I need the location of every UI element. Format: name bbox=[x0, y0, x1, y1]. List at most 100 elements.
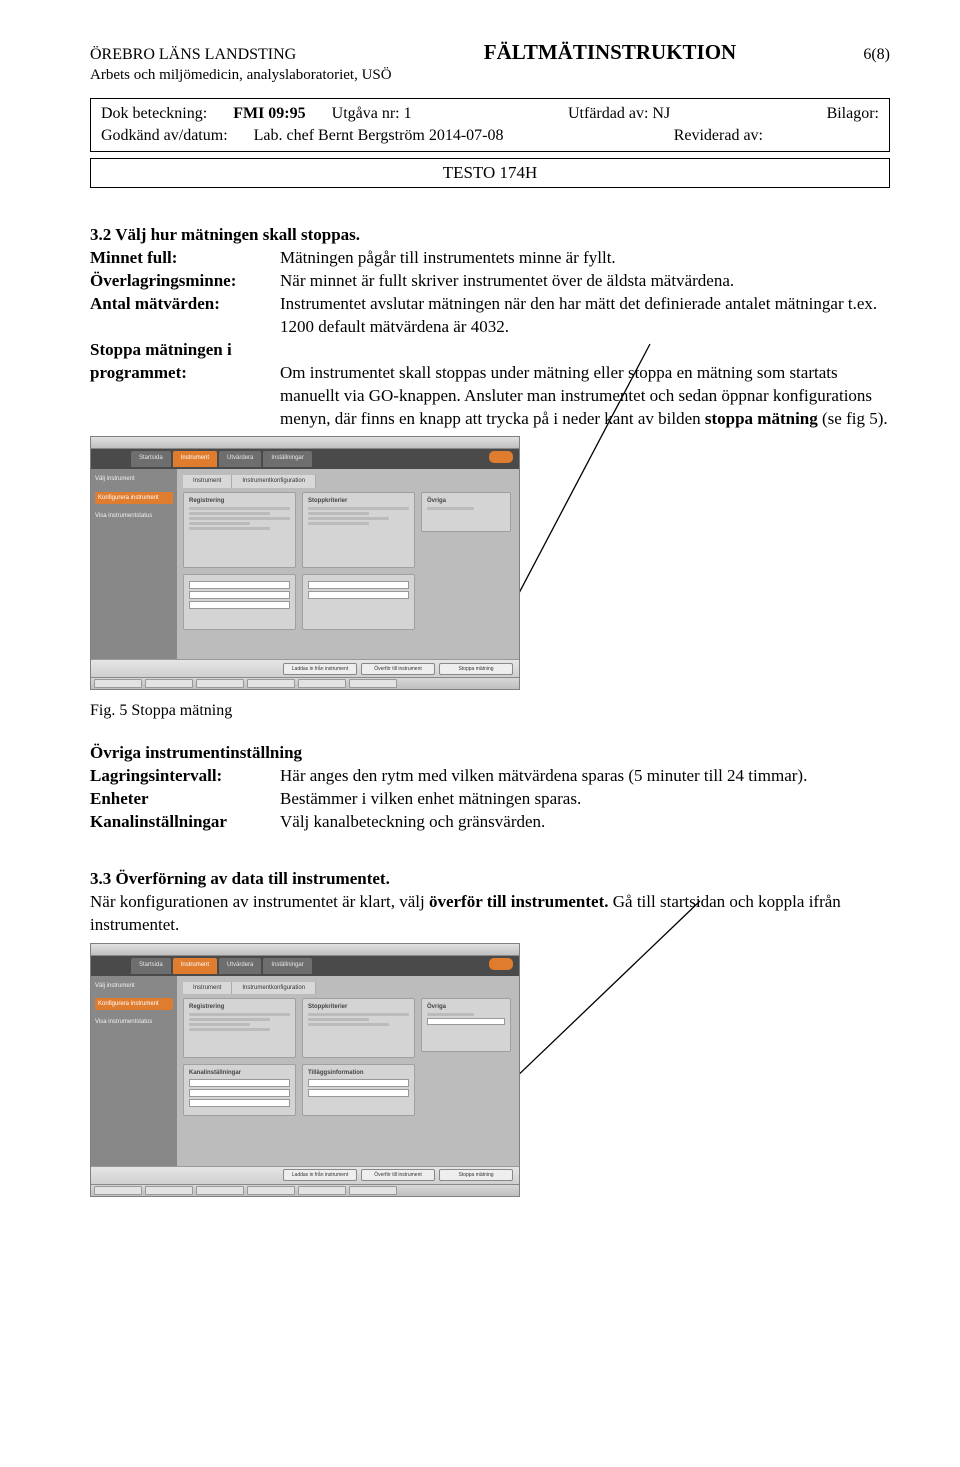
stop-measurement-button[interactable]: Stoppa mätning bbox=[439, 1169, 513, 1181]
panel-extra-2 bbox=[302, 574, 415, 630]
utfardad: Utfärdad av: NJ bbox=[568, 105, 670, 123]
config-input[interactable] bbox=[189, 591, 290, 599]
config-input[interactable] bbox=[427, 1018, 505, 1025]
app-toolbar: Startsida Instrument Utvärdera Inställni… bbox=[91, 449, 519, 469]
app-main: Instrument Instrumentkonfiguration Regis… bbox=[177, 469, 519, 659]
panel-kanal: Kanalinställningar bbox=[183, 1064, 296, 1116]
transfer-to-instrument-button[interactable]: Överför till instrument bbox=[361, 1169, 435, 1181]
definition-list-ovriga: Lagringsintervall: Här anges den rytm me… bbox=[90, 765, 890, 834]
config-input[interactable] bbox=[308, 581, 409, 589]
meta-box-bottom: Godkänd av/datum: Lab. chef Bernt Bergst… bbox=[90, 125, 890, 152]
taskbar-item[interactable] bbox=[298, 1186, 346, 1195]
testo-logo-icon bbox=[489, 958, 513, 970]
dok-label: Dok beteckning: bbox=[101, 105, 207, 123]
utgava: Utgåva nr: 1 bbox=[332, 105, 412, 123]
taskbar-item[interactable] bbox=[145, 679, 193, 688]
panel-tillagg: Tilläggsinformation bbox=[302, 1064, 415, 1116]
app-sidebar: Välj instrument Konfigurera instrument V… bbox=[91, 469, 177, 659]
panel-header-registrering: Registrering bbox=[189, 1003, 290, 1011]
panel-registrering: Registrering bbox=[183, 998, 296, 1058]
panel-header-registrering: Registrering bbox=[189, 497, 290, 505]
tab-instrument[interactable]: Instrument bbox=[173, 958, 217, 974]
app-sidebar: Välj instrument Konfigurera instrument V… bbox=[91, 976, 177, 1166]
panel-header-ovriga: Övriga bbox=[427, 497, 505, 505]
ovriga-heading: Övriga instrumentinställning bbox=[90, 742, 890, 765]
sidebar-item-konfigurera[interactable]: Konfigurera instrument bbox=[95, 492, 173, 504]
figure-6-wrap: Startsida Instrument Utvärdera Inställni… bbox=[90, 943, 520, 1197]
config-input[interactable] bbox=[308, 1089, 409, 1097]
tab-instrument[interactable]: Instrument bbox=[173, 451, 217, 467]
term-kanal: Kanalinställningar bbox=[90, 811, 280, 834]
desc-overlagring: När minnet är fullt skriver instrumentet… bbox=[280, 270, 890, 293]
definition-list-3-2: Minnet full: Mätningen pågår till instru… bbox=[90, 247, 890, 431]
taskbar-item[interactable] bbox=[349, 679, 397, 688]
taskbar-item[interactable] bbox=[298, 679, 346, 688]
tab-utvardera[interactable]: Utvärdera bbox=[219, 451, 261, 467]
crumb-instrument[interactable]: Instrument bbox=[183, 475, 232, 487]
panel-extra-1 bbox=[183, 574, 296, 630]
transfer-to-instrument-button[interactable]: Överför till instrument bbox=[361, 663, 435, 675]
term-enheter: Enheter bbox=[90, 788, 280, 811]
taskbar-item[interactable] bbox=[196, 1186, 244, 1195]
panel-header-stoppkriterier: Stoppkriterier bbox=[308, 1003, 409, 1011]
term-overlagring: Överlagringsminne: bbox=[90, 270, 280, 293]
testo-logo-icon bbox=[489, 451, 513, 463]
tab-startsida[interactable]: Startsida bbox=[131, 958, 171, 974]
load-from-instrument-button[interactable]: Laddas in från instrument bbox=[283, 663, 357, 675]
taskbar-item[interactable] bbox=[196, 679, 244, 688]
config-input[interactable] bbox=[189, 601, 290, 609]
section-3-3-heading: 3.3 Överförning av data till instrumente… bbox=[90, 868, 890, 891]
breadcrumb: Instrument Instrumentkonfiguration bbox=[183, 475, 511, 487]
app-bottombar: Laddas in från instrument Överför till i… bbox=[91, 659, 519, 677]
taskbar-item[interactable] bbox=[94, 679, 142, 688]
bilagor: Bilagor: bbox=[827, 105, 879, 123]
panel-header-stoppkriterier: Stoppkriterier bbox=[308, 497, 409, 505]
stop-measurement-button[interactable]: Stoppa mätning bbox=[439, 663, 513, 675]
panel-ovriga: Övriga bbox=[421, 492, 511, 532]
load-from-instrument-button[interactable]: Laddas in från instrument bbox=[283, 1169, 357, 1181]
tab-installningar[interactable]: Inställningar bbox=[263, 958, 311, 974]
crumb-instrument[interactable]: Instrument bbox=[183, 982, 232, 994]
taskbar-item[interactable] bbox=[145, 1186, 193, 1195]
dok-value: FMI 09:95 bbox=[233, 105, 305, 123]
sidebar-item-konfigurera[interactable]: Konfigurera instrument bbox=[95, 998, 173, 1010]
config-input[interactable] bbox=[189, 1079, 290, 1087]
config-input[interactable] bbox=[189, 1099, 290, 1107]
term-minnet-full: Minnet full: bbox=[90, 247, 280, 270]
desc-enheter: Bestämmer i vilken enhet mätningen spara… bbox=[280, 788, 890, 811]
sidebar-item-status[interactable]: Visa instrumentstatus bbox=[95, 512, 173, 520]
doc-title: TESTO 174H bbox=[90, 158, 890, 188]
term-stoppa-2: programmet: bbox=[90, 362, 280, 385]
config-input[interactable] bbox=[189, 1089, 290, 1097]
config-input[interactable] bbox=[189, 581, 290, 589]
panel-stoppkriterier: Stoppkriterier bbox=[302, 492, 415, 568]
term-lagring: Lagringsintervall: bbox=[90, 765, 280, 788]
panel-header-kanal: Kanalinställningar bbox=[189, 1069, 290, 1077]
tab-utvardera[interactable]: Utvärdera bbox=[219, 958, 261, 974]
taskbar-item[interactable] bbox=[247, 1186, 295, 1195]
app-bottombar: Laddas in från instrument Överför till i… bbox=[91, 1166, 519, 1184]
desc-stoppa: Om instrumentet skall stoppas under mätn… bbox=[280, 362, 890, 431]
breadcrumb: Instrument Instrumentkonfiguration bbox=[183, 982, 511, 994]
term-antal: Antal mätvärden: bbox=[90, 293, 280, 316]
sidebar-item-status[interactable]: Visa instrumentstatus bbox=[95, 1018, 173, 1026]
window-titlebar bbox=[91, 944, 519, 956]
taskbar-item[interactable] bbox=[349, 1186, 397, 1195]
crumb-konfig[interactable]: Instrumentkonfiguration bbox=[232, 982, 316, 994]
tab-startsida[interactable]: Startsida bbox=[131, 451, 171, 467]
os-taskbar bbox=[91, 677, 519, 689]
department: Arbets och miljömedicin, analyslaborator… bbox=[90, 67, 890, 84]
figure-5-screenshot: Startsida Instrument Utvärdera Inställni… bbox=[90, 436, 520, 690]
app-toolbar: Startsida Instrument Utvärdera Inställni… bbox=[91, 956, 519, 976]
doc-header: ÖREBRO LÄNS LANDSTING FÄLTMÄTINSTRUKTION… bbox=[90, 40, 890, 65]
crumb-konfig[interactable]: Instrumentkonfiguration bbox=[232, 475, 316, 487]
taskbar-item[interactable] bbox=[247, 679, 295, 688]
config-input[interactable] bbox=[308, 591, 409, 599]
sidebar-item-valj[interactable]: Välj instrument bbox=[95, 475, 173, 483]
window-titlebar bbox=[91, 437, 519, 449]
taskbar-item[interactable] bbox=[94, 1186, 142, 1195]
figure-6-screenshot: Startsida Instrument Utvärdera Inställni… bbox=[90, 943, 520, 1197]
tab-installningar[interactable]: Inställningar bbox=[263, 451, 311, 467]
config-input[interactable] bbox=[308, 1079, 409, 1087]
sidebar-item-valj[interactable]: Välj instrument bbox=[95, 982, 173, 990]
